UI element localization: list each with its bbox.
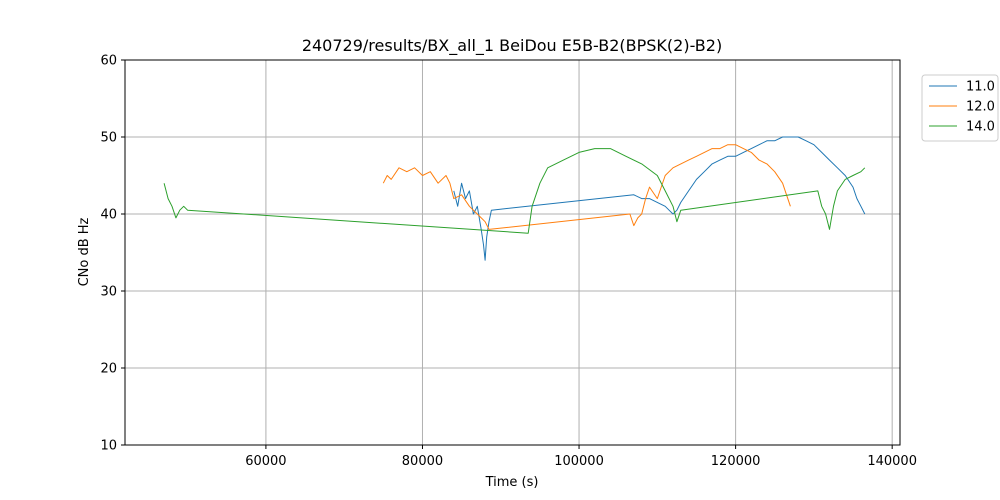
legend-box	[921, 74, 999, 142]
y-tick-label: 50	[100, 131, 117, 146]
y-tick-label: 60	[100, 54, 117, 69]
y-tick-label: 30	[100, 285, 117, 300]
y-axis-label: CNo dB Hz	[77, 217, 92, 286]
x-axis-label: Time (s)	[485, 475, 539, 490]
ticks-group: 60000 80000 100000 120000 140000 10 20 30 40 50 60	[100, 54, 917, 470]
legend-label: 11.0	[966, 80, 995, 95]
x-tick-label: 100000	[554, 454, 604, 469]
x-tick-label: 80000	[402, 454, 443, 469]
y-tick-label: 40	[100, 208, 117, 223]
series-group	[163, 136, 866, 261]
y-tick-label: 10	[100, 439, 117, 454]
y-tick-label: 20	[100, 362, 117, 377]
legend: 11.0 12.0 14.0	[921, 74, 999, 142]
x-tick-label: 60000	[245, 454, 286, 469]
legend-label: 14.0	[966, 120, 995, 135]
chart-title: 240729/results/BX_all_1 BeiDou E5B-B2(BP…	[302, 36, 722, 56]
series-line-11.0	[453, 136, 866, 261]
series-line-14.0	[163, 148, 866, 234]
x-tick-label: 140000	[867, 454, 917, 469]
series-line-12.0	[382, 144, 791, 230]
legend-label: 12.0	[966, 100, 995, 115]
x-tick-label: 120000	[711, 454, 761, 469]
plot-frame	[124, 59, 901, 446]
